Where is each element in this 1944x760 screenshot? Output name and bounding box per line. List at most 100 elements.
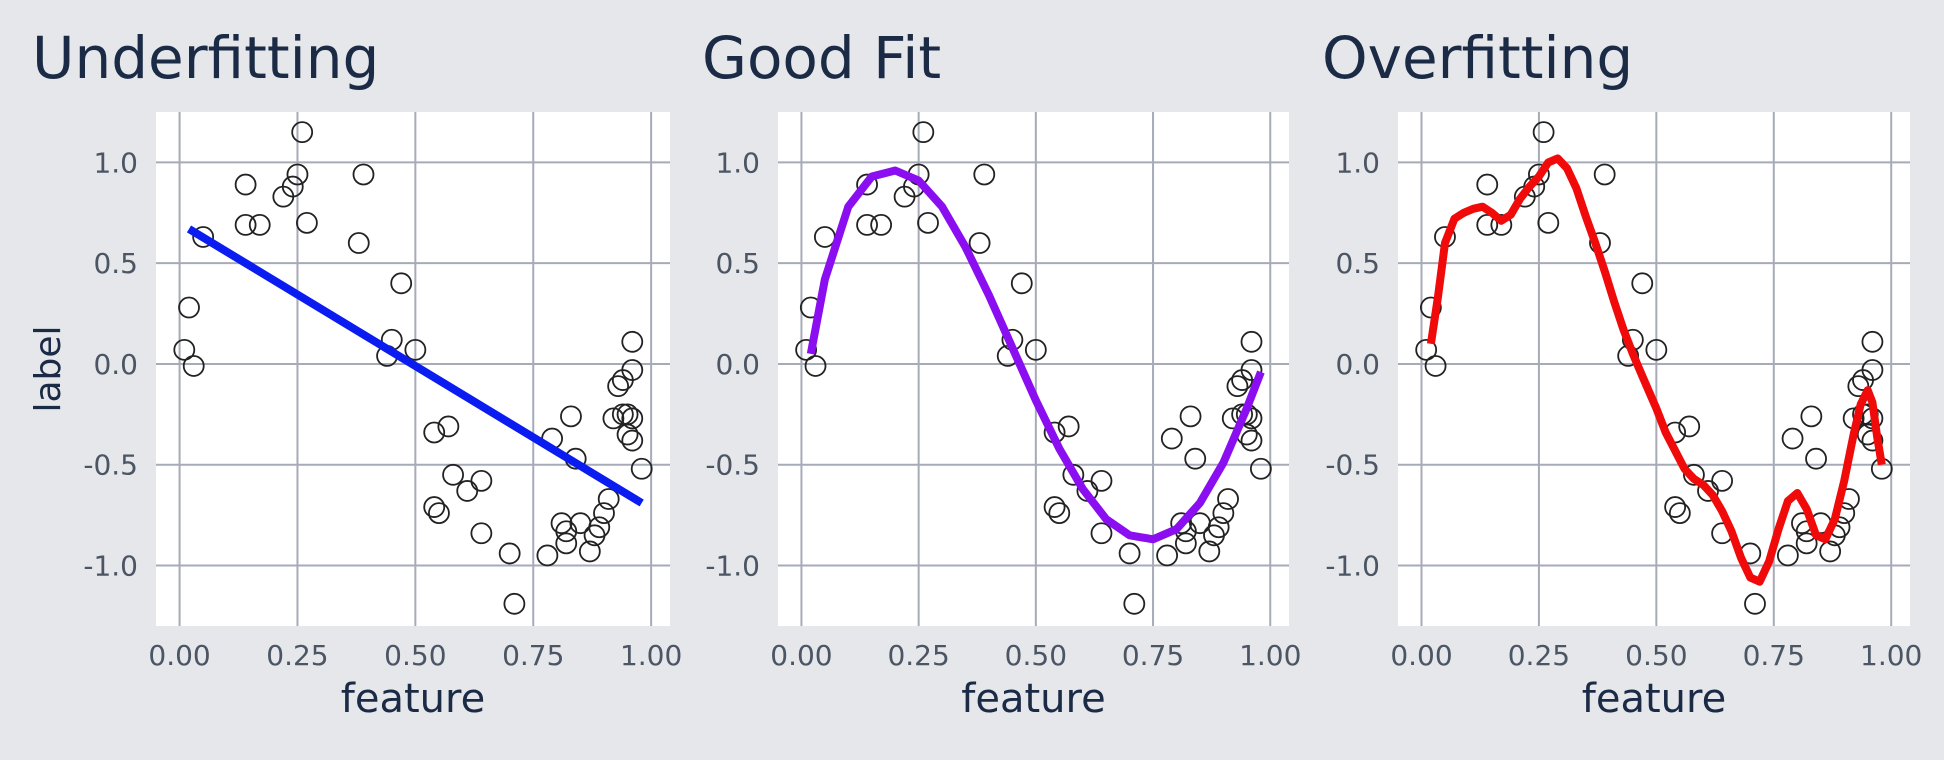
x-tick-label: 0.75 [502, 639, 564, 672]
x-tick-label: 0.25 [1508, 639, 1570, 672]
data-point [1174, 532, 1197, 555]
y-tick-label: 1.0 [1335, 146, 1380, 179]
y-tick-label: 0.0 [93, 348, 138, 381]
x-tick-label: 1.00 [1860, 639, 1922, 672]
data-point [1678, 415, 1701, 438]
data-point [1664, 496, 1687, 518]
data-point [178, 296, 200, 319]
plot-background [1398, 112, 1910, 626]
data-point [1645, 338, 1668, 361]
data-point [173, 338, 196, 361]
x-tick-label: 0.00 [1390, 639, 1452, 672]
data-point [1819, 540, 1842, 563]
data-point [1160, 427, 1183, 450]
y-tick-label: -0.5 [83, 449, 138, 482]
data-point [470, 469, 493, 492]
data-point [607, 375, 630, 398]
data-point [804, 355, 827, 377]
data-point [1795, 532, 1818, 555]
data-point [470, 522, 493, 545]
x-tick-label: 0.50 [1005, 639, 1067, 672]
data-point [1043, 496, 1066, 518]
data-point [1226, 375, 1249, 398]
y-tick-label: 0.5 [715, 247, 760, 280]
x-axis-label: feature [341, 676, 485, 722]
x-tick-label: 0.25 [887, 639, 949, 672]
data-point [630, 457, 653, 480]
data-point [182, 355, 205, 377]
plot-background [778, 112, 1289, 626]
data-point [1476, 213, 1499, 236]
y-tick-label: -1.0 [705, 550, 760, 583]
data-point [1212, 502, 1235, 525]
data-point [856, 213, 878, 236]
data-point [1711, 469, 1734, 492]
panel-3: Overfitting 0.00 0.25 0.50 0.75 1.00 1.0 0.5 0.0… [1322, 24, 1922, 722]
data-point [1010, 272, 1033, 295]
x-tick-label: 0.25 [266, 639, 328, 672]
data-point [192, 226, 215, 248]
x-tick-label: 0.50 [1625, 639, 1687, 672]
data-point [442, 463, 464, 486]
data-point [973, 163, 996, 186]
data-point [1217, 488, 1239, 510]
data-point [1207, 516, 1230, 539]
x-tick-label: 0.00 [148, 639, 210, 672]
data-point [560, 405, 582, 428]
data-point [621, 330, 644, 353]
y-tick-label: 0.0 [715, 348, 760, 381]
fit-curve [186, 225, 644, 507]
data-point [503, 592, 526, 615]
data-point [1537, 211, 1560, 234]
data-point [281, 175, 304, 198]
data-point [1631, 272, 1654, 295]
data-point [1184, 447, 1207, 470]
panel-title: Overfitting [1322, 24, 1633, 92]
x-tick-label: 0.75 [1122, 639, 1184, 672]
data-point [588, 516, 611, 539]
data-point [1593, 163, 1616, 186]
data-point [347, 232, 370, 254]
data-point [1048, 502, 1071, 525]
data-point [423, 496, 446, 518]
x-tick-label: 0.00 [770, 639, 832, 672]
data-point [912, 121, 935, 144]
data-point [437, 415, 460, 438]
x-axis-label: feature [1582, 676, 1726, 722]
data-point [611, 403, 634, 426]
y-tick-label: 0.5 [93, 247, 138, 280]
data-point [1781, 427, 1804, 450]
fit-curve [806, 166, 1265, 544]
y-tick-label: 0.5 [1335, 247, 1380, 280]
panel-title: Good Fit [702, 24, 941, 92]
data-point [1118, 542, 1141, 565]
data-point [295, 211, 318, 234]
data-point [1424, 355, 1447, 377]
data-point [248, 213, 271, 236]
data-point [1240, 330, 1263, 353]
data-point [968, 232, 991, 254]
panel-title: Underfitting [32, 24, 379, 92]
data-point [234, 173, 257, 196]
panel-2: Good Fit 0.00 0.25 0.50 0.75 1.00 1.0 0.5 0.0 -0.… [702, 24, 1301, 722]
data-point [1668, 502, 1691, 525]
data-point [555, 532, 578, 555]
data-point [917, 211, 939, 234]
data-point [1123, 592, 1146, 615]
data-point [1861, 359, 1884, 381]
data-point [555, 520, 578, 543]
data-point [1490, 213, 1513, 236]
data-point [390, 272, 413, 295]
data-point [1090, 469, 1113, 492]
data-point [1249, 457, 1272, 480]
data-point [1805, 447, 1827, 470]
data-point [1800, 405, 1823, 428]
data-point [1532, 121, 1555, 144]
y-axis-label: label [28, 325, 69, 412]
data-point [1415, 338, 1438, 361]
data-point [286, 163, 309, 186]
data-point [597, 488, 620, 510]
x-tick-label: 1.00 [620, 639, 682, 672]
